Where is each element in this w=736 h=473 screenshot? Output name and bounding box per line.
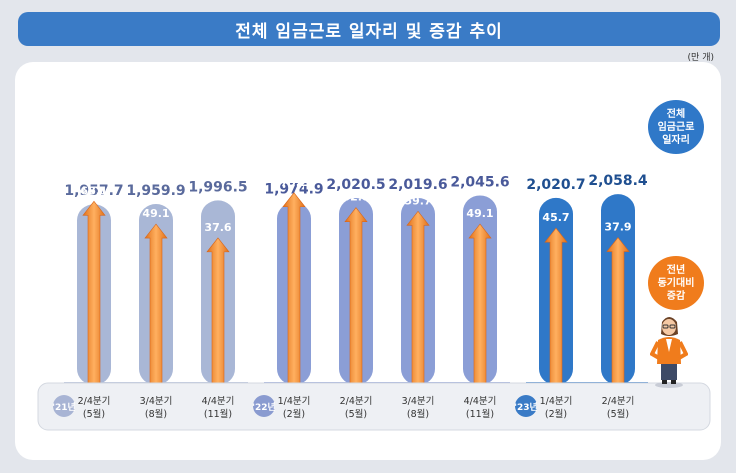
change-value-label: 37.9 <box>604 221 631 234</box>
x-tick-month: (11월) <box>204 408 232 420</box>
year-badge-label: '22년 <box>252 401 276 413</box>
x-axis-tray <box>37 382 711 431</box>
total-value-label: 2,058.4 <box>588 173 648 189</box>
total-value-label: 2,020.7 <box>526 177 585 193</box>
total-value-label: 2,019.6 <box>388 177 447 193</box>
total-value-label: 2,045.6 <box>450 174 509 190</box>
x-tick-quarter: 3/4분기 <box>402 396 435 407</box>
year-badge <box>253 395 275 417</box>
change-value-label: 45.7 <box>542 211 569 224</box>
person-illustration <box>650 317 688 388</box>
total-value-label: 2,020.5 <box>326 177 385 193</box>
x-tick-quarter: 2/4분기 <box>602 396 635 407</box>
x-tick-month: (5월) <box>83 408 105 420</box>
x-tick-month: (8월) <box>145 408 167 420</box>
total-value-label: 1,959.9 <box>126 183 185 199</box>
x-tick-quarter: 3/4분기 <box>140 396 173 407</box>
x-tick-month: (5월) <box>345 408 367 420</box>
x-tick-month: (2월) <box>283 408 305 420</box>
change-value-label: 49.1 <box>142 207 169 220</box>
year-badge-label: '23년 <box>514 401 538 413</box>
change-value-label: 75.2 <box>280 176 307 189</box>
x-tick-quarter: 4/4분기 <box>202 396 235 407</box>
chart-title: 전체 임금근로 일자리 및 증감 추이 <box>18 12 720 46</box>
legend-total-label: 전체 임금근로 일자리 <box>657 108 695 146</box>
x-tick-quarter: 4/4분기 <box>464 396 497 407</box>
legend-yoy-change: 전년 동기대비 증감 <box>648 256 704 310</box>
change-value-label: 68.1 <box>80 184 107 197</box>
x-tick-quarter: 2/4분기 <box>78 396 111 407</box>
total-value-label: 1,974.9 <box>264 182 323 198</box>
change-value-label: 49.1 <box>466 207 493 220</box>
year-badge-label: '21년 <box>52 401 76 413</box>
change-value-label: 37.6 <box>204 221 231 234</box>
x-tick-quarter: 1/4분기 <box>278 396 311 407</box>
legend-total-jobs: 전체 임금근로 일자리 <box>648 100 704 154</box>
year-badge <box>53 395 75 417</box>
legend-change-label: 전년 동기대비 증감 <box>657 264 695 302</box>
x-tick-month: (11월) <box>466 408 494 420</box>
x-tick-month: (5월) <box>607 408 629 420</box>
total-value-label: 1,957.7 <box>64 183 123 199</box>
unit-label: (만 개) <box>687 53 714 63</box>
change-value-label: 62.8 <box>342 191 369 204</box>
change-value-label: 59.7 <box>404 194 431 207</box>
x-tick-quarter: 2/4분기 <box>340 396 373 407</box>
x-tick-month: (2월) <box>545 408 567 420</box>
x-tick-quarter: 1/4분기 <box>540 396 573 407</box>
total-value-label: 1,996.5 <box>188 179 247 195</box>
x-tick-month: (8월) <box>407 408 429 420</box>
year-badge <box>515 395 537 417</box>
